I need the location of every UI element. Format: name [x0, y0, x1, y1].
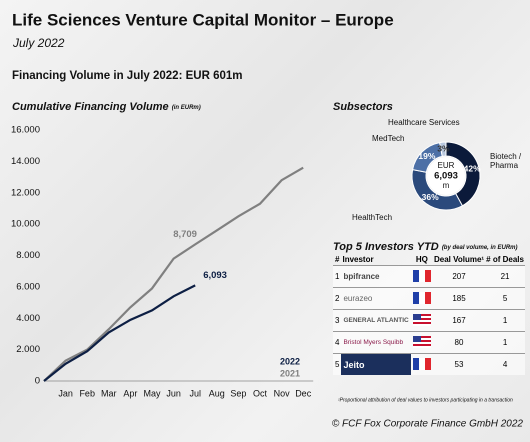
data-label: 6,093 [203, 270, 227, 281]
center-label: EUR [438, 161, 455, 170]
pie-title: Subsectors [333, 101, 393, 113]
slice-label: 19% [418, 151, 435, 161]
investor: eurazeo [341, 287, 411, 310]
y-tick-label: 12.000 [11, 187, 40, 198]
flag-fr [412, 291, 431, 304]
x-tick-label: Feb [79, 388, 95, 398]
pie-center [427, 157, 465, 195]
flag [410, 265, 433, 288]
volume: 207 [432, 265, 486, 288]
col-header: # of Deals [486, 255, 524, 264]
line-title-text: Cumulative Financing Volume [12, 101, 169, 113]
slice-label: 3% [437, 143, 450, 153]
col-header: Deal Volume¹ [434, 255, 485, 264]
flag [410, 353, 433, 375]
y-tick-label: 8.000 [16, 250, 40, 261]
rank: 3 [333, 309, 342, 332]
flag [410, 331, 433, 354]
unit-note: (in EURm) [172, 105, 201, 111]
table-title-text: Top 5 Investors YTD [333, 241, 439, 253]
category-label: Healthcare Services [388, 118, 460, 127]
y-tick-label: 14.000 [11, 156, 40, 167]
category-label: HealthTech [352, 213, 393, 222]
y-tick-label: 16.000 [11, 125, 40, 136]
x-tick-label: Apr [123, 388, 137, 398]
volume: 167 [432, 309, 486, 332]
legend-entry: 2021 [280, 368, 300, 378]
x-tick-label: Sep [230, 388, 246, 398]
x-tick-label: Jul [189, 388, 201, 398]
slice-label: 42% [464, 164, 481, 174]
col-header: Investor [342, 255, 374, 264]
center-label: m [443, 181, 450, 190]
flag-us [412, 335, 431, 348]
x-tick-label: Nov [274, 388, 291, 398]
x-tick-label: Oct [253, 388, 268, 398]
volume: 185 [432, 287, 486, 310]
y-tick-label: 10.000 [11, 219, 40, 230]
pie-slice [439, 141, 447, 157]
x-tick-label: Mar [101, 388, 117, 398]
category-label: MedTech [372, 134, 405, 143]
volume: 80 [432, 331, 486, 354]
investor: Bristol Myers Squibb [341, 331, 411, 354]
deals: 1 [485, 331, 525, 354]
rank: 4 [333, 331, 342, 354]
deals: 1 [485, 309, 525, 332]
subtitle: July 2022 [12, 36, 65, 50]
category-label: Biotech / Pharma [490, 152, 522, 170]
flag-fr [412, 269, 431, 282]
footer: © FCF Fox Corporate Finance GmbH 2022 [332, 419, 524, 430]
x-tick-label: Aug [209, 388, 225, 398]
line-title: Cumulative Financing Volume (in EURm) [12, 101, 201, 113]
table-title: Top 5 Investors YTD (by deal volume, in … [333, 241, 518, 253]
x-tick-label: Dec [295, 388, 312, 398]
footnote: ¹Proportional attribution of deal values… [338, 397, 513, 403]
legend-entry: 2022 [280, 356, 300, 366]
flag [410, 287, 433, 310]
investor-table: # Investor HQ Deal Volume¹ # of Deals 1 bpifr… [333, 254, 525, 375]
rank: 2 [333, 287, 342, 310]
slice-label: 36% [422, 192, 439, 202]
volume: 53 [432, 353, 486, 375]
flag-fr [412, 357, 431, 370]
deals: 5 [485, 287, 525, 310]
flag [410, 309, 433, 332]
rank: 1 [333, 265, 342, 288]
flag-us [412, 313, 431, 326]
y-tick-label: 2.000 [16, 344, 40, 355]
x-tick-label: Jun [166, 388, 181, 398]
investor: GENERAL ATLANTIC [341, 309, 411, 332]
center-label: 6,093 [434, 171, 458, 182]
col-header: HQ [415, 255, 428, 264]
deals: 4 [485, 353, 525, 375]
y-tick-label: 4.000 [16, 313, 40, 324]
investor: Jeito [341, 353, 411, 375]
col-header: # [335, 255, 340, 264]
deals: 21 [485, 265, 525, 288]
data-label: 8,709 [173, 229, 197, 240]
rank: 5 [333, 353, 342, 375]
x-tick-label: Jan [58, 388, 73, 398]
y-tick-label: 0 [35, 376, 40, 387]
investor: bpifrance [341, 265, 411, 288]
line-series [43, 284, 196, 382]
x-tick-label: May [143, 388, 161, 398]
title: Life Sciences Venture Capital Monitor – … [12, 10, 394, 29]
y-tick-label: 6.000 [16, 281, 40, 292]
table-note: (by deal volume, in EURm) [442, 245, 518, 251]
line-series [43, 166, 304, 382]
headline: Financing Volume in July 2022: EUR 601m [12, 70, 243, 82]
